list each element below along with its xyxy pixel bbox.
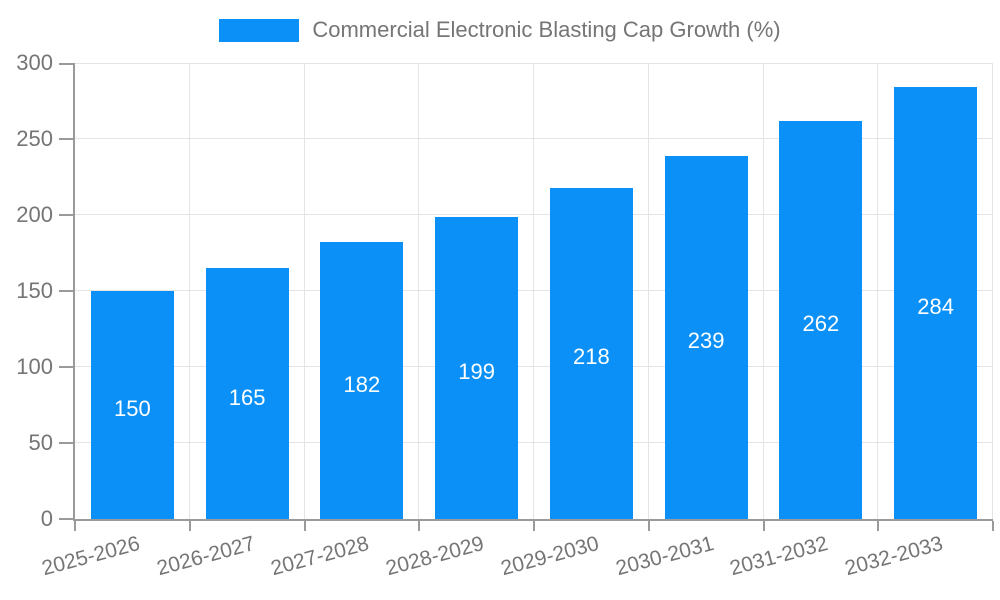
bar-value-label: 182	[343, 371, 381, 397]
x-axis-tick	[74, 521, 76, 531]
gridline-horizontal	[75, 138, 993, 139]
y-axis-tick	[59, 518, 73, 520]
gridline-horizontal	[75, 442, 993, 443]
bar: 239	[664, 155, 748, 519]
x-axis-tick	[418, 521, 421, 531]
y-axis-label: 150	[16, 278, 53, 303]
x-axis-tick	[647, 521, 650, 531]
x-axis-label: 2029-2030	[498, 532, 602, 581]
y-axis-tick	[59, 138, 73, 140]
gridline-vertical	[188, 63, 190, 519]
x-axis-label: 2028-2029	[383, 532, 487, 581]
y-axis-label: 50	[28, 430, 53, 455]
x-axis-label: 2027-2028	[268, 532, 372, 581]
bar: 150	[90, 291, 174, 519]
bar-value-label: 284	[917, 294, 954, 320]
y-axis-tick	[59, 366, 73, 368]
gridline-vertical	[877, 63, 879, 519]
bar-value-label: 165	[228, 384, 266, 410]
chart-legend: Commercial Electronic Blasting Cap Growt…	[0, 17, 1000, 43]
gridline-vertical	[418, 63, 420, 519]
gridline-horizontal	[75, 366, 993, 367]
gridline-vertical	[303, 63, 305, 519]
x-axis-tick	[188, 521, 191, 531]
x-axis-tick	[533, 521, 535, 531]
bar: 284	[894, 87, 978, 519]
bar: 182	[320, 242, 404, 519]
bar-value-label: 199	[458, 358, 495, 384]
x-axis-label: 2032-2033	[842, 532, 946, 581]
bar: 199	[435, 216, 519, 519]
bar: 218	[549, 187, 633, 519]
bar-value-label: 150	[114, 396, 151, 421]
bar: 262	[779, 120, 863, 519]
gridline-vertical	[533, 63, 534, 519]
x-axis-label: 2030-2031	[613, 532, 717, 581]
y-axis-label: 200	[16, 202, 53, 227]
y-axis-tick	[59, 442, 73, 444]
x-axis-label: 2031-2032	[727, 532, 831, 581]
y-axis-tick	[59, 214, 73, 216]
legend-swatch	[219, 18, 300, 42]
gridline-vertical	[647, 63, 649, 519]
legend-label: Commercial Electronic Blasting Cap Growt…	[312, 17, 781, 42]
x-axis-tick	[877, 521, 880, 531]
gridline-vertical	[992, 63, 993, 519]
y-axis-tick	[59, 63, 73, 65]
gridline-horizontal	[75, 214, 993, 215]
x-axis-label: 2026-2027	[154, 532, 258, 581]
gridline-horizontal	[75, 63, 993, 64]
x-axis-tick	[762, 521, 765, 531]
gridline-vertical	[762, 63, 764, 519]
y-axis-tick	[59, 290, 73, 292]
plot-area: 150 165 182 199 218 239 262 284	[59, 63, 994, 531]
y-axis-label: 250	[16, 126, 53, 151]
x-axis-tick	[303, 521, 306, 531]
bar: 165	[205, 268, 289, 519]
bar-value-label: 262	[802, 310, 840, 336]
bar-value-label: 239	[687, 328, 725, 354]
x-axis-tick	[992, 521, 994, 531]
y-axis-label: 100	[16, 354, 53, 379]
x-axis-label: 2025-2026	[39, 532, 143, 581]
gridline-horizontal	[75, 290, 993, 291]
y-axis-label: 300	[16, 50, 53, 75]
y-axis-label: 0	[40, 506, 53, 531]
bar-value-label: 218	[573, 344, 610, 370]
